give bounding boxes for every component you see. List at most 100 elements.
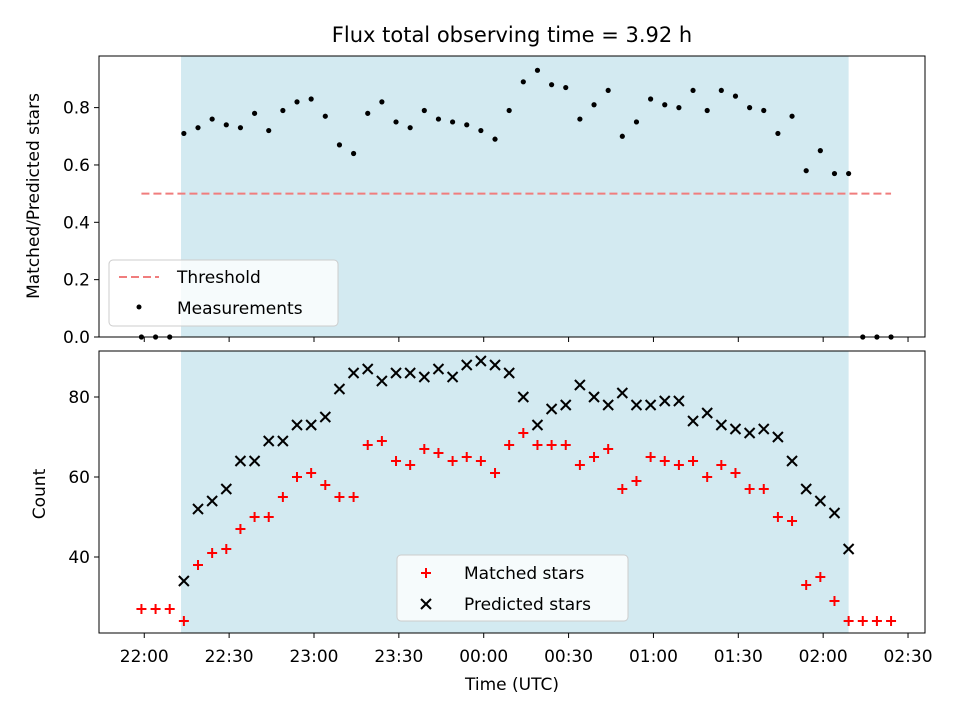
predicted-star-point <box>602 399 614 411</box>
matched-star-point <box>277 492 288 502</box>
matched-star-point <box>249 512 260 522</box>
axes-frame <box>98 55 926 338</box>
predicted-star-point <box>814 495 827 507</box>
ratio-data-marks <box>138 67 894 340</box>
measurement-point <box>817 148 823 154</box>
matched-star-point <box>730 468 741 478</box>
predicted-star-point <box>531 419 544 431</box>
matched-star-point <box>688 456 699 466</box>
measurement-point <box>379 99 385 105</box>
measurement-point <box>704 107 710 114</box>
x-tick-label: 00:00 <box>459 647 508 667</box>
ratio-y-axis-label: Matched/Predicted stars <box>24 93 44 299</box>
measurement-point <box>591 102 597 108</box>
predicted-star-point <box>305 419 317 431</box>
predicted-star-point <box>248 455 261 467</box>
measurement-point <box>534 67 541 73</box>
x-tick-label: 23:30 <box>374 647 423 667</box>
predicted-star-point <box>574 379 586 391</box>
measurement-point <box>209 116 215 122</box>
measurement-point <box>421 107 427 114</box>
predicted-star-point <box>800 483 812 495</box>
x-tick-label: 22:30 <box>205 647 254 667</box>
matched-star-point <box>391 456 402 466</box>
measurement-point <box>789 113 795 119</box>
measurement-point <box>676 105 682 111</box>
measurement-point <box>619 133 625 139</box>
y-tick-label: 0.2 <box>63 271 90 291</box>
legend-predicted-marker <box>420 598 432 610</box>
predicted-star-point <box>588 391 600 403</box>
ratio-panel: Flux total observing time = 3.92 h Match… <box>24 23 926 348</box>
measurement-point <box>280 107 286 114</box>
count-axes-frame <box>98 350 926 634</box>
count-panel: Count Time (UTC) 40 60 80 22:00 22:30 23:00 23… <box>30 350 933 695</box>
predicted-star-point <box>461 359 473 371</box>
matched-star-point <box>532 440 543 450</box>
matched-star-point <box>433 448 444 458</box>
measurement-point <box>266 127 272 134</box>
matched-star-point <box>348 492 359 502</box>
matched-star-point <box>815 572 826 582</box>
predicted-star-point <box>362 363 374 375</box>
count-data-marks <box>136 355 897 626</box>
matched-star-point <box>617 484 628 494</box>
matched-star-point <box>871 616 882 626</box>
measurement-point <box>449 119 456 125</box>
measurement-point <box>761 107 767 114</box>
count-legend-box <box>396 554 629 622</box>
matched-star-point <box>150 604 161 614</box>
predicted-star-point <box>729 423 742 435</box>
measurement-point <box>365 110 371 116</box>
predicted-star-point <box>786 455 798 467</box>
matched-star-point <box>405 460 416 470</box>
measurement-point <box>308 96 314 102</box>
count-axis-ticks: 40 60 80 22:00 22:30 23:00 23:30 00:00 00:30 01:0… <box>68 388 932 667</box>
measurement-point <box>464 122 470 128</box>
matched-star-point <box>886 616 897 626</box>
predicted-star-point <box>404 367 416 379</box>
matched-star-point <box>419 444 430 454</box>
matched-star-point <box>447 456 458 466</box>
matched-star-point <box>292 472 303 482</box>
measurement-point <box>478 127 484 134</box>
matched-star-point <box>320 480 331 490</box>
predicted-star-point <box>446 371 459 383</box>
matched-star-point <box>631 476 642 486</box>
ratio-axes-frame <box>98 55 926 338</box>
predicted-star-point <box>192 503 204 515</box>
legend-plus <box>421 568 431 578</box>
ratio-axis-ticks: 0.0 0.2 0.4 0.6 0.8 <box>63 99 909 348</box>
y-tick-label: 80 <box>68 388 90 408</box>
measurement-point <box>775 130 781 137</box>
measurement-point <box>407 125 413 131</box>
matched-star-point <box>758 484 769 494</box>
matched-star-point <box>603 444 614 454</box>
matched-star-point <box>857 616 868 626</box>
matched-star-point <box>475 456 486 466</box>
measurement-point <box>549 82 555 88</box>
predicted-star-point <box>517 391 530 403</box>
predicted-star-point <box>475 355 487 367</box>
matched-star-point <box>136 604 147 614</box>
x-tick-label: 02:30 <box>884 647 933 667</box>
matched-star-point <box>164 604 175 614</box>
matched-star-point <box>376 436 387 446</box>
measurement-point <box>237 125 244 131</box>
predicted-star-point <box>489 359 501 371</box>
matched-star-point <box>546 440 557 450</box>
predicted-star-point <box>743 427 756 439</box>
matched-star-point <box>306 468 317 478</box>
predicted-star-point <box>333 383 346 395</box>
predicted-star-point <box>432 363 445 375</box>
legend-cross <box>420 598 432 610</box>
predicted-star-point <box>503 367 515 379</box>
x-tick-label: 01:00 <box>629 647 678 667</box>
predicted-star-point <box>263 435 275 447</box>
predicted-star-point <box>701 407 713 419</box>
legend-measurements-label: Measurements <box>177 299 303 319</box>
measurement-point <box>718 87 724 94</box>
predicted-star-point <box>545 403 558 415</box>
matched-star-point <box>334 492 345 502</box>
matched-star-point <box>716 460 727 470</box>
